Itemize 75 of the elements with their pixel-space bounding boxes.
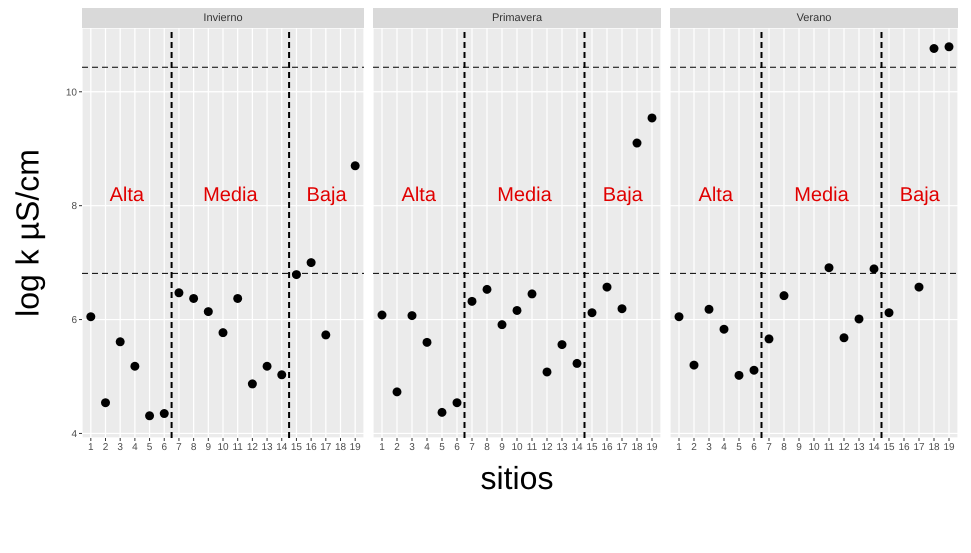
- x-tick-label: 17: [320, 442, 332, 454]
- x-tick-label: 8: [781, 442, 788, 454]
- annotation: Baja: [898, 184, 941, 207]
- x-tick-label: 9: [796, 442, 802, 454]
- x-tick-label: 2: [102, 442, 109, 454]
- x-tick-label: 3: [117, 442, 124, 454]
- x-tick-label: 16: [306, 442, 318, 454]
- x-tick-label: 1: [379, 442, 386, 454]
- x-tick-label: 8: [190, 442, 197, 454]
- x-tick-label: 3: [706, 442, 712, 454]
- chart-title: Invierno: [82, 8, 364, 28]
- x-tick-label: 7: [766, 442, 772, 454]
- x-tick-label: 13: [556, 442, 568, 454]
- x-tick-label: 10: [808, 442, 820, 454]
- x-tick-label: 11: [526, 442, 538, 454]
- x-tick-label: 4: [721, 442, 728, 454]
- x-tick-label: 5: [736, 442, 742, 454]
- x-tick-label: 10: [217, 442, 229, 454]
- annotation: Media: [202, 184, 259, 207]
- x-tick-label: 3: [409, 442, 416, 454]
- x-tick-label: 16: [898, 442, 910, 454]
- x-tick-label: 17: [913, 442, 925, 454]
- x-tick-label: 6: [454, 442, 460, 454]
- x-tick-label: 15: [883, 442, 895, 454]
- x-tick-label: 2: [394, 442, 400, 454]
- chart-title: Primavera: [373, 8, 661, 28]
- x-tick-label: 4: [132, 442, 138, 454]
- y-tick-label: 10: [66, 87, 78, 98]
- x-tick-label: 8: [484, 442, 490, 454]
- x-tick-label: 18: [928, 442, 940, 454]
- x-tick-label: 10: [511, 442, 523, 454]
- x-tick-label: 6: [751, 442, 758, 454]
- x-tick-label: 2: [691, 442, 698, 454]
- annotation: Alta: [698, 184, 734, 207]
- x-tick-label: 6: [161, 442, 168, 454]
- x-tick-label: 18: [334, 442, 346, 454]
- x-tick-label: 5: [146, 442, 153, 454]
- y-tick-label: 8: [71, 201, 78, 212]
- x-tick-label: 9: [499, 442, 506, 454]
- x-tick-label: 19: [350, 442, 362, 454]
- x-tick-label: 12: [246, 442, 258, 454]
- x-tick-label: 11: [824, 442, 835, 454]
- x-tick-label: 14: [276, 442, 288, 454]
- x-tick-label: 18: [631, 442, 643, 454]
- y-axis-title: log k µS/cm: [10, 149, 46, 317]
- annotation: Media: [793, 184, 850, 207]
- y-tick-label: 6: [71, 315, 78, 326]
- x-tick-label: 9: [206, 442, 212, 454]
- x-tick-label: 7: [469, 442, 476, 454]
- annotation: Media: [496, 184, 553, 207]
- x-tick-label: 17: [616, 442, 628, 454]
- chart-title: Verano: [670, 8, 958, 28]
- x-tick-label: 7: [176, 442, 182, 454]
- x-tick-label: 11: [232, 442, 244, 454]
- x-tick-label: 14: [868, 442, 880, 454]
- x-tick-label: 19: [943, 442, 955, 454]
- x-tick-label: 1: [88, 442, 94, 454]
- x-tick-label: 4: [424, 442, 430, 454]
- x-tick-label: 5: [439, 442, 446, 454]
- x-axis-title: sitios: [480, 460, 554, 496]
- x-tick-label: 1: [676, 442, 682, 454]
- annotation: Alta: [108, 184, 146, 207]
- x-tick-label: 15: [586, 442, 598, 454]
- x-tick-label: 12: [541, 442, 553, 454]
- y-tick-label: 4: [71, 428, 78, 440]
- x-tick-label: 16: [601, 442, 613, 454]
- annotation: Baja: [602, 184, 644, 207]
- annotation: Alta: [400, 184, 437, 207]
- x-tick-label: 12: [838, 442, 850, 454]
- x-tick-label: 13: [853, 442, 865, 454]
- x-tick-label: 19: [646, 442, 658, 454]
- x-tick-label: 14: [571, 442, 583, 454]
- x-tick-label: 13: [262, 442, 274, 454]
- annotation: Baja: [306, 184, 348, 207]
- x-tick-label: 15: [290, 442, 302, 454]
